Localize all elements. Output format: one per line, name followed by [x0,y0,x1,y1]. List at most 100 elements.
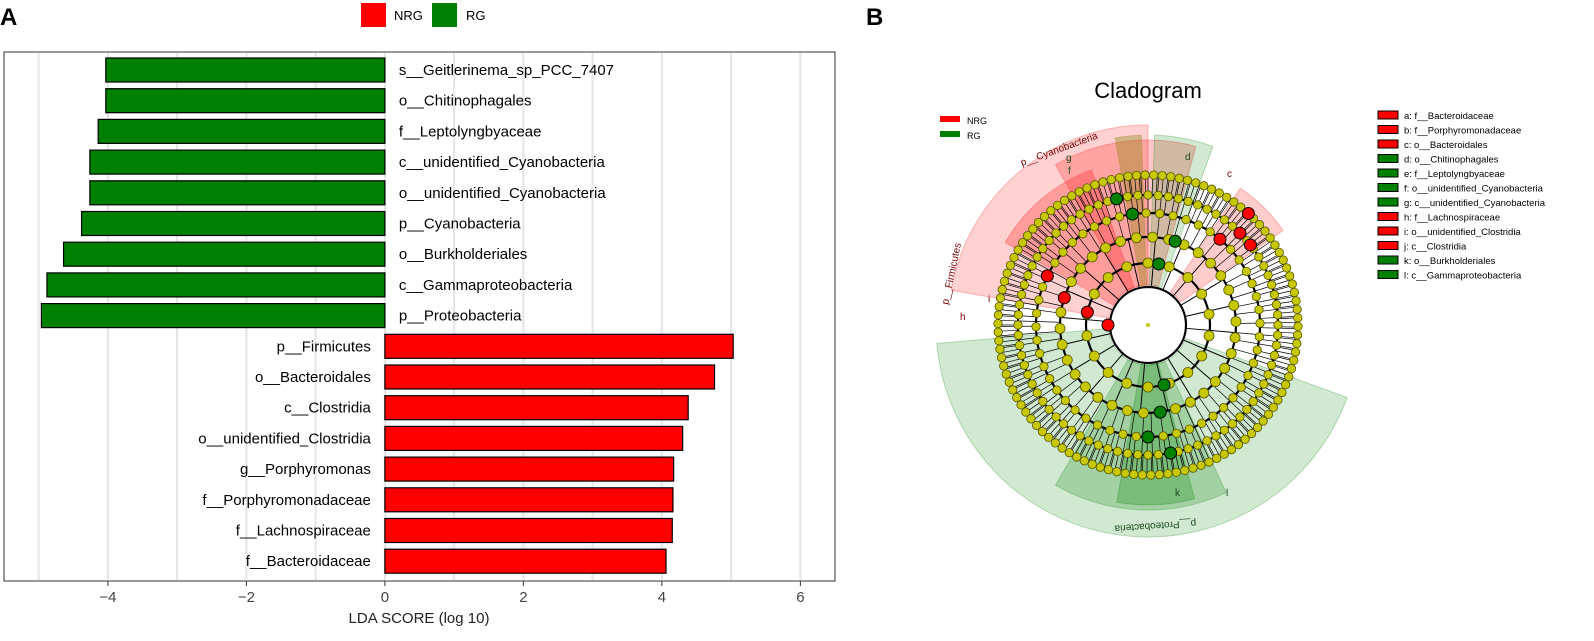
bar-p__Cyanobacteria [80,210,386,237]
tree-node [1236,382,1246,392]
tree-branch [1092,185,1116,244]
tree-branch [1259,327,1298,329]
highlighted-node [1168,234,1182,248]
x-tick-label: −4 [99,589,116,606]
tree-node [1054,323,1066,334]
tree-branch [1274,289,1294,296]
tree-node [995,344,1005,354]
key-entry: i: o__unidentified_Clostridia [1404,227,1521,238]
tree-branch [1001,292,1063,307]
tree-node [1236,202,1246,212]
tree-node [1032,252,1042,262]
tree-branch [1129,454,1133,474]
tree-node [1278,255,1288,265]
tree-branch [1163,176,1171,215]
tree-branch [1156,454,1159,475]
tree-branch [1007,271,1044,286]
tree-node [1268,402,1279,412]
tree-node [1081,308,1093,320]
tree-branch [1140,412,1145,475]
tree-node [1170,403,1181,415]
tree-branch [1249,406,1266,420]
clade-sector-l [1116,363,1196,506]
tree-node [1271,340,1281,350]
tree-node [1263,409,1274,419]
tree-node [1163,192,1173,202]
tree-branch [1059,395,1097,447]
clade-label-f: f [1068,166,1071,177]
tree-node [1265,233,1275,243]
tree-branch [1210,438,1221,457]
tree-node [1227,419,1238,429]
tree-node [1032,388,1042,398]
tree-node [1145,432,1155,442]
tree-branch [1068,435,1080,453]
tree-branch [1072,344,1116,371]
bar-o__unidentified_Cyanobacteria [89,180,386,206]
tree-node [1230,316,1242,327]
tree-node [1058,247,1068,257]
tree-node [1216,235,1226,245]
tree-node [1228,393,1238,403]
tree-branch [1255,397,1273,410]
tree-node [1291,296,1301,306]
tree-branch [1174,452,1180,472]
tree-branch [1077,192,1108,248]
tree-node [1015,300,1025,310]
tree-node [1013,330,1024,340]
tree-node [1115,235,1126,247]
tree-node [1086,251,1098,263]
tree-node [1254,332,1264,342]
tree-node [1137,470,1147,480]
tree-ring [1108,285,1188,365]
tree-node [1154,406,1166,418]
tree-branch [1066,290,1114,311]
tree-branch [1268,373,1288,382]
tree-node [1103,196,1113,206]
tree-branch [1141,454,1144,475]
tree-branch [1083,404,1111,461]
tree-branch [1086,187,1103,223]
tree-branch [1235,306,1297,315]
tree-branch [1114,451,1120,472]
tree-node [1046,206,1056,216]
tree-node [1133,449,1143,460]
tree-branch [1069,400,1103,454]
tree-branch [1051,210,1065,226]
bar-label: o__Burkholderiales [399,246,527,263]
tree-node [1260,226,1270,236]
tree-branch [1009,368,1046,385]
tree-branch [1277,311,1298,314]
tree-node [1016,350,1027,360]
tree-branch [1221,431,1234,449]
tree-branch [1151,175,1154,196]
bar-label: o__unidentified_Clostridia [198,430,371,447]
tree-node [1229,332,1241,344]
tree-node [1222,192,1232,202]
tree-node [1248,358,1258,368]
tree-branch [1172,181,1192,241]
tree-node [1199,181,1209,191]
tree-branch [1109,410,1127,471]
tree-branch [1234,294,1295,308]
tree-node [1248,243,1258,254]
highlighted-node [1153,405,1167,419]
tree-node [1021,407,1031,417]
tree-branch [1210,193,1222,212]
tree-node [1044,404,1054,415]
bar-c__unidentified_Cyanobacteria [89,149,386,175]
tree-node [1163,469,1173,479]
clado-legend-rg-label: RG [967,131,981,141]
tree-branch [1214,204,1239,236]
tree-branch [1054,207,1094,257]
tree-node [1059,291,1071,302]
tree-node [1060,396,1070,406]
tree-node [1240,434,1250,444]
tree-branch [1250,370,1286,387]
clado-legend-rg-swatch [940,131,960,137]
tree-branch [1256,350,1295,360]
tree-branch [1044,418,1059,434]
tree-branch [1140,175,1143,214]
tree-branch [1004,357,1042,370]
tree-node [1247,279,1257,289]
